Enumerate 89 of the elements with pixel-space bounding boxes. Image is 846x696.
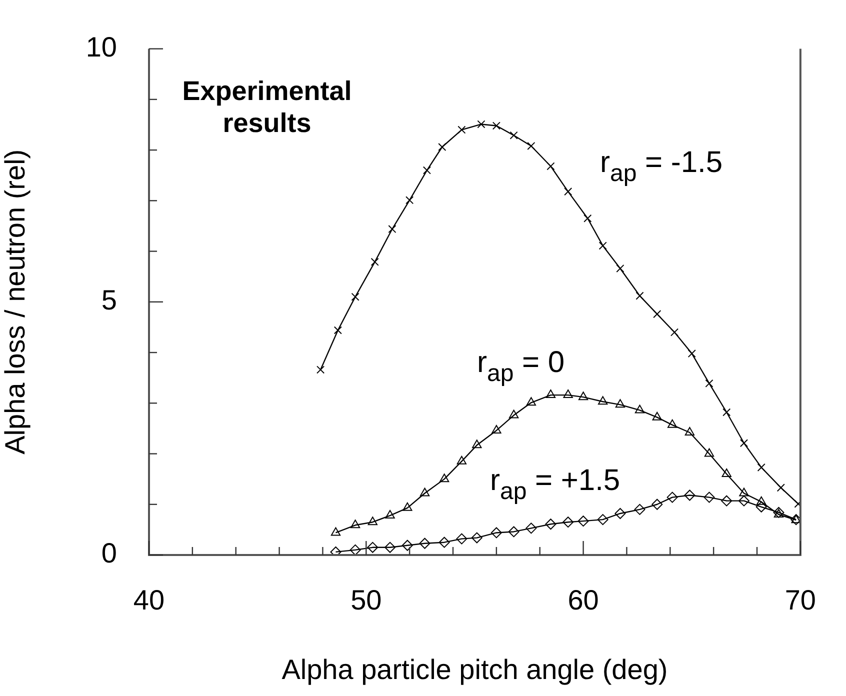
point xyxy=(458,126,466,134)
point xyxy=(684,490,696,501)
x-tick-label: 60 xyxy=(568,584,599,616)
point xyxy=(492,122,500,130)
point xyxy=(388,224,396,234)
y-axis-title: Alpha loss / neutron (rel) xyxy=(0,149,31,454)
point xyxy=(739,488,749,496)
point xyxy=(368,516,378,526)
point xyxy=(402,540,413,551)
point xyxy=(653,310,662,318)
point xyxy=(490,527,502,538)
point xyxy=(422,166,431,174)
point xyxy=(616,264,624,273)
point xyxy=(402,502,412,511)
point xyxy=(471,532,482,544)
point xyxy=(667,419,678,428)
point xyxy=(738,495,750,506)
point xyxy=(776,484,785,492)
point xyxy=(472,440,482,448)
point xyxy=(756,496,766,505)
point xyxy=(757,463,766,472)
point xyxy=(578,392,588,400)
point xyxy=(722,468,732,478)
point xyxy=(670,328,679,336)
x-tick-label: 70 xyxy=(784,584,816,616)
point xyxy=(438,142,446,152)
point xyxy=(492,424,502,434)
point xyxy=(438,536,450,548)
point xyxy=(350,544,361,555)
point xyxy=(563,390,573,398)
point xyxy=(740,439,748,448)
point xyxy=(384,542,396,553)
point xyxy=(652,412,662,420)
point xyxy=(351,292,360,301)
point xyxy=(508,410,519,418)
point xyxy=(562,516,574,528)
point xyxy=(773,506,784,518)
point xyxy=(526,522,537,534)
point xyxy=(406,196,414,204)
point xyxy=(546,162,555,170)
point xyxy=(527,142,536,150)
point xyxy=(614,508,626,519)
point xyxy=(439,474,450,482)
point xyxy=(615,399,626,408)
point xyxy=(508,526,520,538)
point xyxy=(598,396,608,405)
point xyxy=(510,131,518,140)
point xyxy=(564,188,572,196)
point xyxy=(370,258,379,266)
point xyxy=(350,520,360,528)
y-tick-label: 10 xyxy=(86,32,117,63)
point xyxy=(774,509,784,518)
point xyxy=(636,292,644,300)
annotation: Experimental results xyxy=(182,76,352,138)
point xyxy=(634,504,646,515)
point xyxy=(419,538,430,549)
point xyxy=(704,492,715,503)
point xyxy=(704,448,714,457)
x-axis-title: Alpha particle pitch angle (deg) xyxy=(282,654,668,685)
point xyxy=(684,427,695,436)
point xyxy=(330,527,341,536)
point xyxy=(545,518,556,530)
point xyxy=(316,366,325,374)
point xyxy=(584,214,592,222)
point xyxy=(385,510,395,519)
point xyxy=(652,498,663,510)
point xyxy=(334,326,342,334)
point xyxy=(688,349,696,358)
point xyxy=(456,533,468,544)
point xyxy=(598,242,607,250)
point xyxy=(722,408,731,416)
point xyxy=(756,501,767,512)
point xyxy=(330,546,342,555)
point xyxy=(546,390,556,398)
point xyxy=(456,456,467,464)
point xyxy=(367,542,378,553)
point xyxy=(634,404,645,414)
y-tick-label: 0 xyxy=(101,538,117,569)
point xyxy=(721,495,732,506)
point xyxy=(666,492,678,503)
point xyxy=(578,516,589,527)
point xyxy=(420,488,430,496)
x-tick-label: 40 xyxy=(133,584,165,616)
point xyxy=(477,120,486,128)
point xyxy=(526,397,536,406)
point xyxy=(705,379,714,388)
y-tick-label: 5 xyxy=(101,284,117,316)
x-tick-label: 50 xyxy=(350,584,382,616)
point xyxy=(597,514,608,526)
